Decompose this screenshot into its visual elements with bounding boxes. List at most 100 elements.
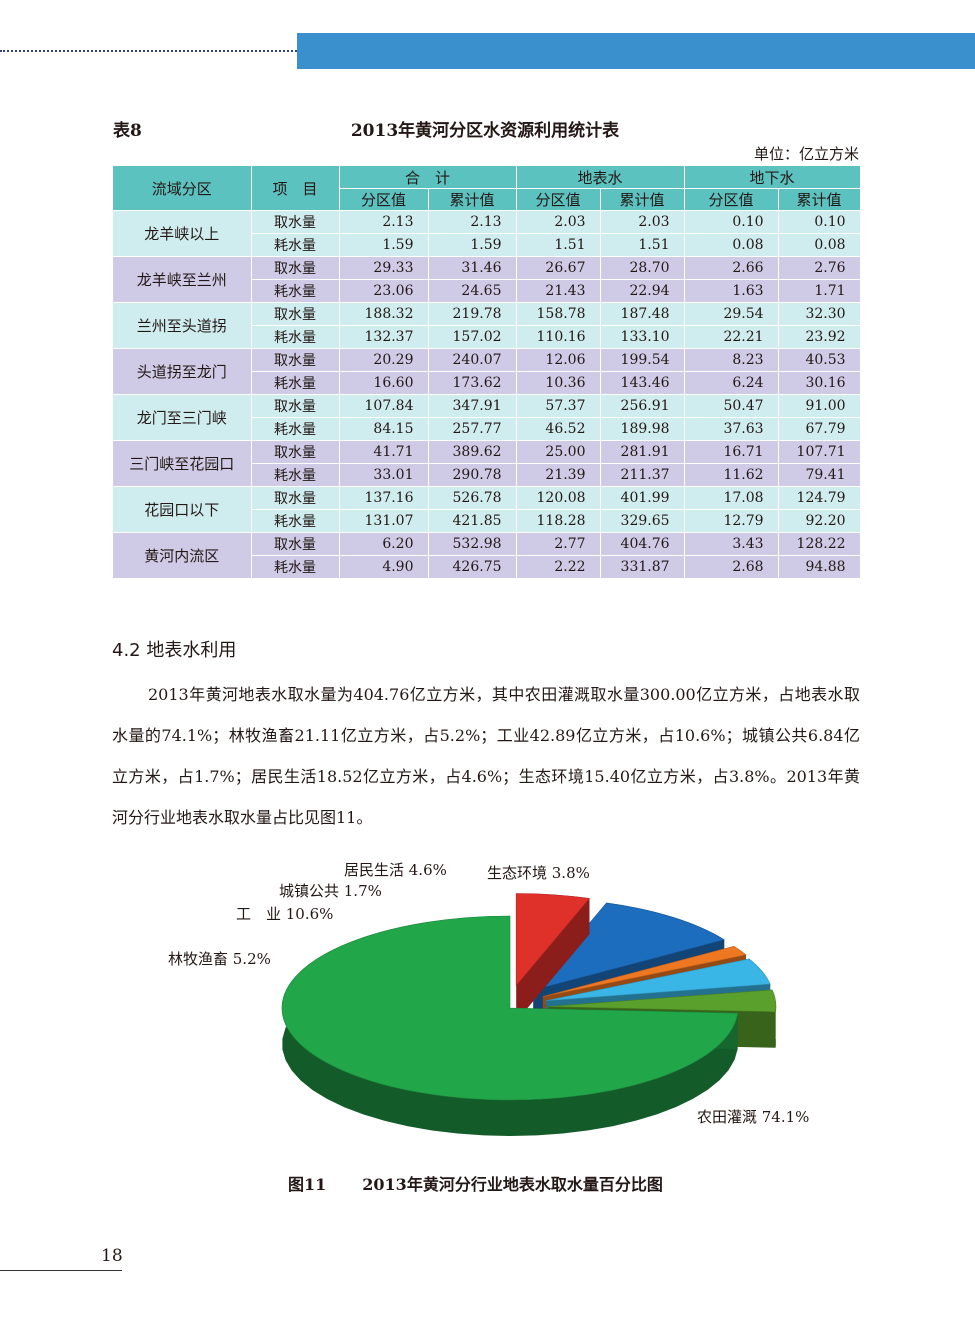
value-cell: 30.16	[778, 371, 861, 395]
table-row: 龙羊峡以上 取水量 2.13 2.13 2.03 2.03 0.10 0.10	[113, 210, 861, 257]
value-cell: 32.30	[778, 302, 861, 326]
region-cell: 龙羊峡至兰州	[113, 256, 252, 303]
table-row: 三门峡至花园口 取水量 41.71 389.62 25.00 281.91 16.71 107…	[113, 440, 861, 487]
item-cell: 耗水量	[251, 371, 340, 395]
value-cell: 6.24	[684, 371, 779, 395]
value-cell: 128.22	[778, 532, 861, 556]
header-zone-value: 分区值	[684, 188, 779, 211]
value-cell: 6.20	[339, 532, 429, 556]
table-row: 耗水量 33.01 290.78 21.39 211.37 11.62 79.41	[113, 463, 861, 487]
header-zone-value: 分区值	[339, 188, 429, 211]
value-cell: 94.88	[778, 555, 861, 579]
value-cell: 46.52	[516, 417, 601, 441]
value-cell: 0.10	[778, 210, 861, 234]
header-item: 项 目	[251, 166, 340, 211]
item-cell: 耗水量	[251, 279, 340, 303]
value-cell: 0.08	[778, 233, 861, 257]
item-cell: 耗水量	[251, 463, 340, 487]
page-number: 18	[101, 1246, 123, 1266]
item-cell: 取水量	[251, 302, 340, 326]
value-cell: 131.07	[339, 509, 429, 533]
value-cell: 389.62	[428, 440, 517, 464]
table-body: 龙羊峡以上 取水量 2.13 2.13 2.03 2.03 0.10 0.10 耗水量 1.59 1…	[113, 210, 861, 579]
value-cell: 401.99	[600, 486, 685, 510]
value-cell: 40.53	[778, 348, 861, 372]
value-cell: 29.54	[684, 302, 779, 326]
value-cell: 133.10	[600, 325, 685, 349]
value-cell: 1.51	[516, 233, 601, 257]
value-cell: 1.51	[600, 233, 685, 257]
value-cell: 2.22	[516, 555, 601, 579]
region-cell: 头道拐至龙门	[113, 348, 252, 395]
table-row: 兰州至头道拐 取水量 188.32 219.78 158.78 187.48 29.54 32…	[113, 302, 861, 349]
value-cell: 240.07	[428, 348, 517, 372]
value-cell: 12.79	[684, 509, 779, 533]
value-cell: 404.76	[600, 532, 685, 556]
item-cell: 耗水量	[251, 325, 340, 349]
value-cell: 137.16	[339, 486, 429, 510]
value-cell: 91.00	[778, 394, 861, 418]
slice-label: 生态环境 3.8%	[487, 864, 590, 882]
table-row: 头道拐至龙门 取水量 20.29 240.07 12.06 199.54 8.23 40.53	[113, 348, 861, 395]
value-cell: 1.59	[428, 233, 517, 257]
value-cell: 67.79	[778, 417, 861, 441]
pie-slice	[515, 893, 590, 1022]
figure-number: 图11	[288, 1175, 327, 1194]
value-cell: 110.16	[516, 325, 601, 349]
value-cell: 0.10	[684, 210, 779, 234]
value-cell: 107.71	[778, 440, 861, 464]
item-cell: 取水量	[251, 348, 340, 372]
item-cell: 耗水量	[251, 555, 340, 579]
value-cell: 17.08	[684, 486, 779, 510]
value-cell: 158.78	[516, 302, 601, 326]
header-dotted-line	[0, 50, 348, 52]
value-cell: 57.37	[516, 394, 601, 418]
value-cell: 187.48	[600, 302, 685, 326]
region-cell: 黄河内流区	[113, 532, 252, 579]
value-cell: 331.87	[600, 555, 685, 579]
table-unit: 单位：亿立方米	[753, 145, 859, 163]
table-row: 耗水量 132.37 157.02 110.16 133.10 22.21 23.92	[113, 325, 861, 349]
value-cell: 189.98	[600, 417, 685, 441]
section-paragraph: 2013年黄河地表水取水量为404.76亿立方米，其中农田灌溉取水量300.00…	[112, 685, 860, 827]
value-cell: 29.33	[339, 256, 429, 280]
value-cell: 8.23	[684, 348, 779, 372]
value-cell: 11.62	[684, 463, 779, 487]
table-row: 黄河内流区 取水量 6.20 532.98 2.77 404.76 3.43 128.22	[113, 532, 861, 579]
slice-label: 工 业 10.6%	[236, 905, 333, 923]
value-cell: 329.65	[600, 509, 685, 533]
value-cell: 25.00	[516, 440, 601, 464]
value-cell: 426.75	[428, 555, 517, 579]
value-cell: 28.70	[600, 256, 685, 280]
region-cell: 龙门至三门峡	[113, 394, 252, 441]
table-row: 龙羊峡至兰州 取水量 29.33 31.46 26.67 28.70 2.66 2.76	[113, 256, 861, 303]
header-cumulative-value: 累计值	[778, 188, 861, 211]
page-number-rule	[0, 1270, 122, 1271]
region-cell: 三门峡至花园口	[113, 440, 252, 487]
value-cell: 532.98	[428, 532, 517, 556]
table-row: 耗水量 1.59 1.59 1.51 1.51 0.08 0.08	[113, 233, 861, 257]
slice-label: 城镇公共 1.7%	[279, 882, 382, 900]
item-cell: 取水量	[251, 532, 340, 556]
value-cell: 33.01	[339, 463, 429, 487]
section-heading: 4.2 地表水利用	[112, 640, 237, 661]
item-cell: 取水量	[251, 486, 340, 510]
table-row: 花园口以下 取水量 137.16 526.78 120.08 401.99 17.08 124…	[113, 486, 861, 533]
value-cell: 84.15	[339, 417, 429, 441]
header-cumulative-value: 累计值	[600, 188, 685, 211]
value-cell: 120.08	[516, 486, 601, 510]
value-cell: 2.76	[778, 256, 861, 280]
value-cell: 2.03	[516, 210, 601, 234]
value-cell: 21.43	[516, 279, 601, 303]
value-cell: 3.43	[684, 532, 779, 556]
header-ground: 地下水	[684, 166, 861, 189]
region-cell: 兰州至头道拐	[113, 302, 252, 349]
table-row: 耗水量 84.15 257.77 46.52 189.98 37.63 67.79	[113, 417, 861, 441]
value-cell: 31.46	[428, 256, 517, 280]
table-row: 耗水量 131.07 421.85 118.28 329.65 12.79 92.20	[113, 509, 861, 533]
value-cell: 1.71	[778, 279, 861, 303]
value-cell: 21.39	[516, 463, 601, 487]
item-cell: 取水量	[251, 394, 340, 418]
value-cell: 124.79	[778, 486, 861, 510]
value-cell: 1.63	[684, 279, 779, 303]
